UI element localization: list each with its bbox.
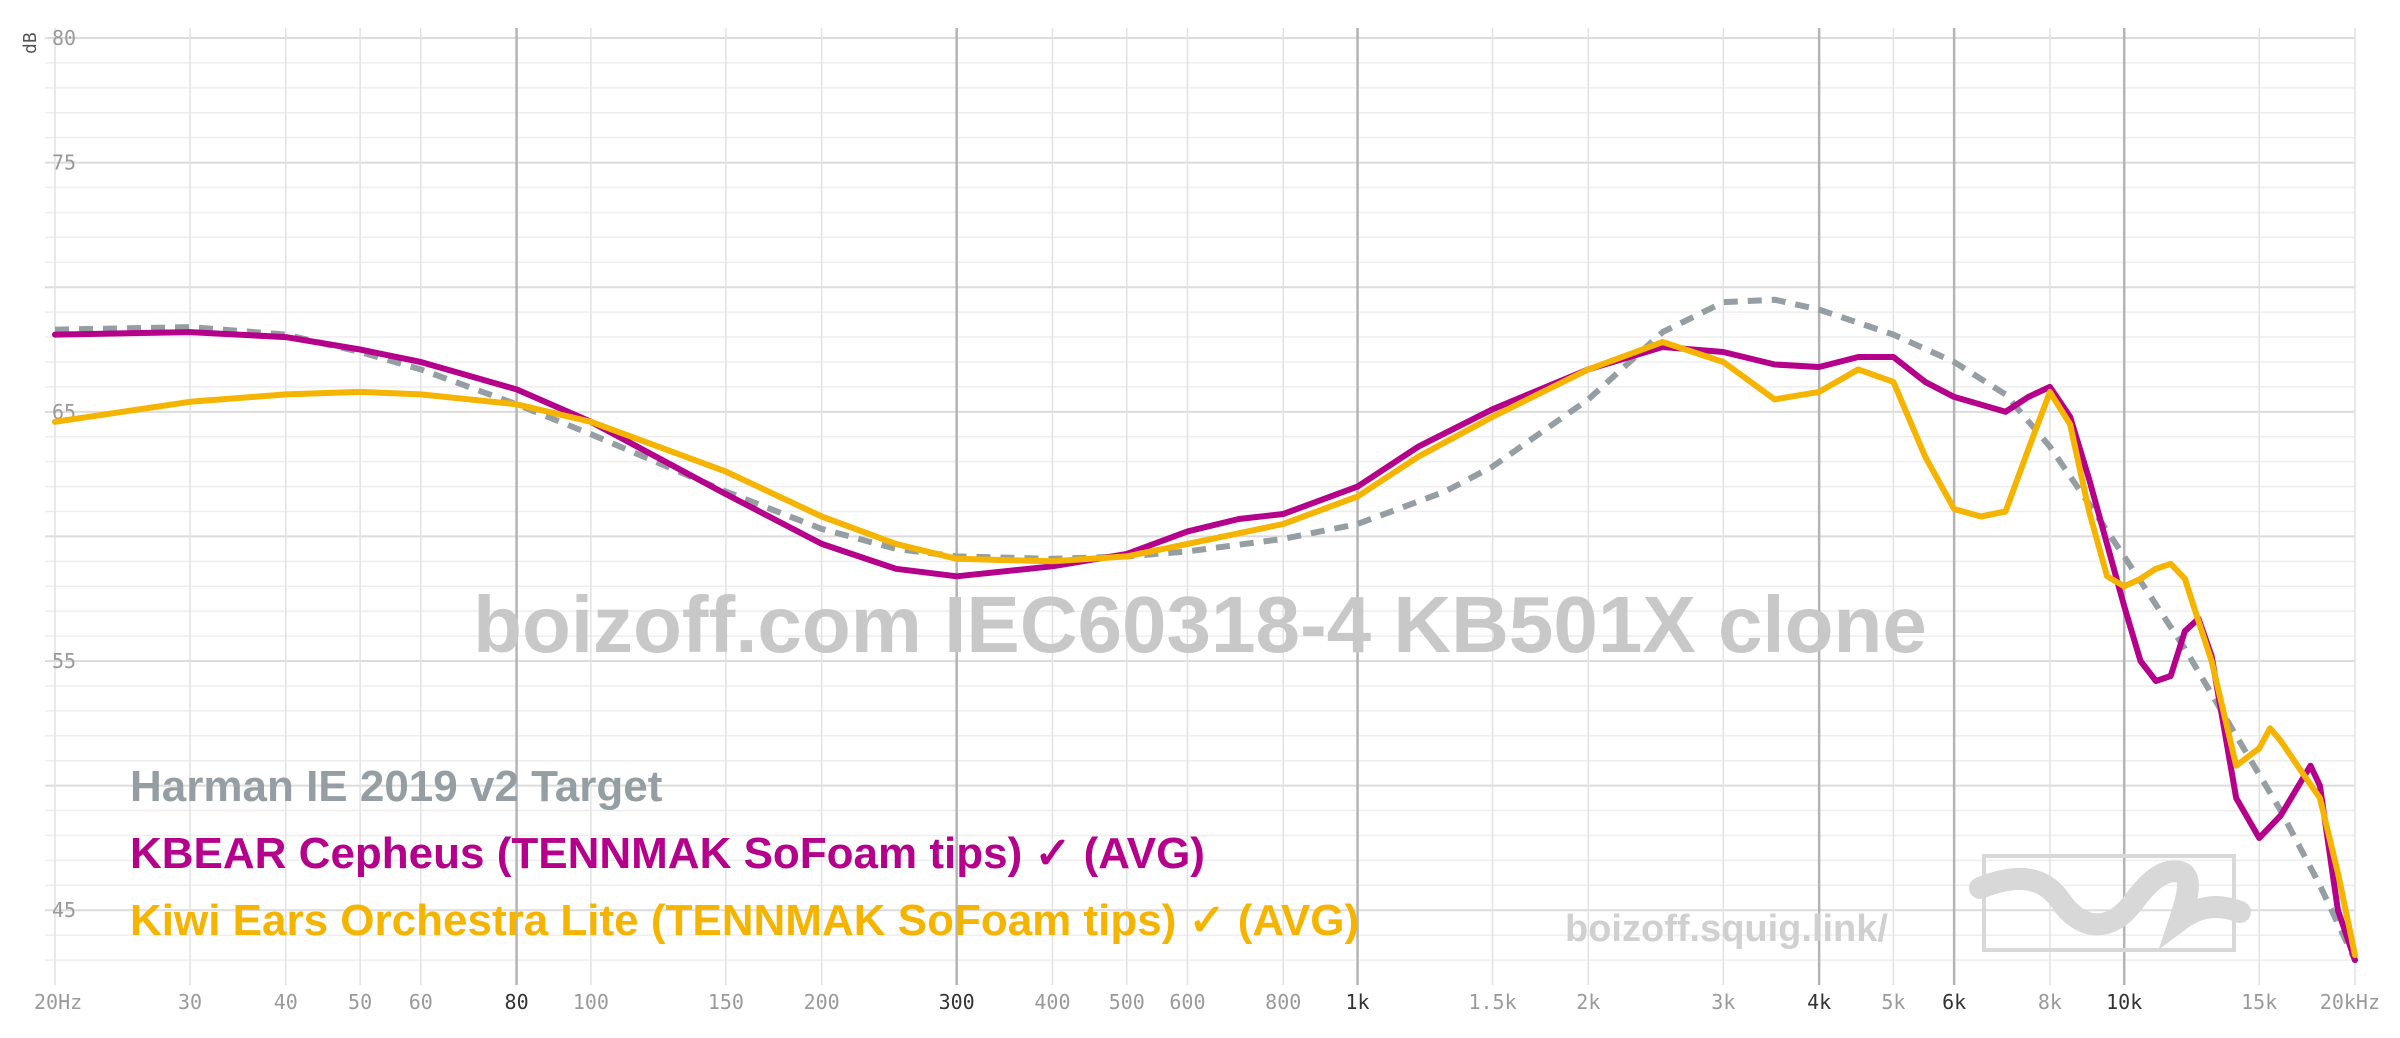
- y-axis-unit: dB: [20, 32, 41, 54]
- squiglink-logo: [1969, 854, 2251, 952]
- x-tick-label: 5k: [1881, 990, 1905, 1014]
- x-tick-label: 8k: [2038, 990, 2062, 1014]
- major-grid: [515, 28, 2126, 985]
- x-tick-label: 100: [573, 990, 609, 1014]
- x-tick-label: 300: [939, 990, 975, 1014]
- x-tick-label: 4k: [1807, 990, 1831, 1014]
- x-tick-label: 3k: [1711, 990, 1735, 1014]
- watermark: boizoff.com IEC60318-4 KB501X clone: [473, 580, 1927, 669]
- legend-entry-1: KBEAR Cepheus (TENNMAK SoFoam tips) ✓ (A…: [130, 829, 1205, 878]
- x-tick-label: 40: [274, 990, 298, 1014]
- vertical-grid: [54, 28, 2356, 985]
- series-lines: [52, 296, 2358, 964]
- legend: Harman IE 2019 v2 Target KBEAR Cepheus (T…: [130, 762, 1359, 945]
- x-tick-label: 20kHz: [2320, 990, 2380, 1014]
- x-tick-label: 10k: [2106, 990, 2142, 1014]
- x-tick-label: 50: [348, 990, 372, 1014]
- x-tick-label: 60: [409, 990, 433, 1014]
- x-tick-label: 800: [1265, 990, 1301, 1014]
- x-tick-label: 6k: [1942, 990, 1966, 1014]
- x-tick-label: 80: [505, 990, 529, 1014]
- legend-entry-0: Harman IE 2019 v2 Target: [130, 762, 663, 811]
- legend-entry-2: Kiwi Ears Orchestra Lite (TENNMAK SoFoam…: [130, 896, 1359, 945]
- series-line-0: [54, 296, 2358, 962]
- x-tick-label: 200: [804, 990, 840, 1014]
- x-tick-label: 400: [1034, 990, 1070, 1014]
- x-tick-label: 600: [1169, 990, 1205, 1014]
- y-tick-label: 80: [52, 26, 76, 50]
- x-tick-label: 150: [708, 990, 744, 1014]
- site-label: boizoff.squig.link/: [1565, 908, 1888, 950]
- x-tick-label: 500: [1109, 990, 1145, 1014]
- x-axis-ticks: 20Hz 30 40 50 60 80 100 150 200 300 400 500 600 800 1k…: [34, 990, 2380, 1014]
- x-tick-label: 20Hz: [34, 990, 82, 1014]
- minor-grid: [45, 37, 2355, 961]
- y-tick-label: 45: [52, 898, 76, 922]
- x-tick-label: 1k: [1345, 990, 1369, 1014]
- x-tick-label: 15k: [2241, 990, 2277, 1014]
- y-tick-label: 75: [52, 151, 76, 175]
- x-tick-label: 1.5k: [1468, 990, 1516, 1014]
- x-tick-label: 2k: [1576, 990, 1600, 1014]
- series-line-2: [52, 339, 2358, 959]
- x-tick-label: 30: [178, 990, 202, 1014]
- y-tick-label: 55: [52, 649, 76, 673]
